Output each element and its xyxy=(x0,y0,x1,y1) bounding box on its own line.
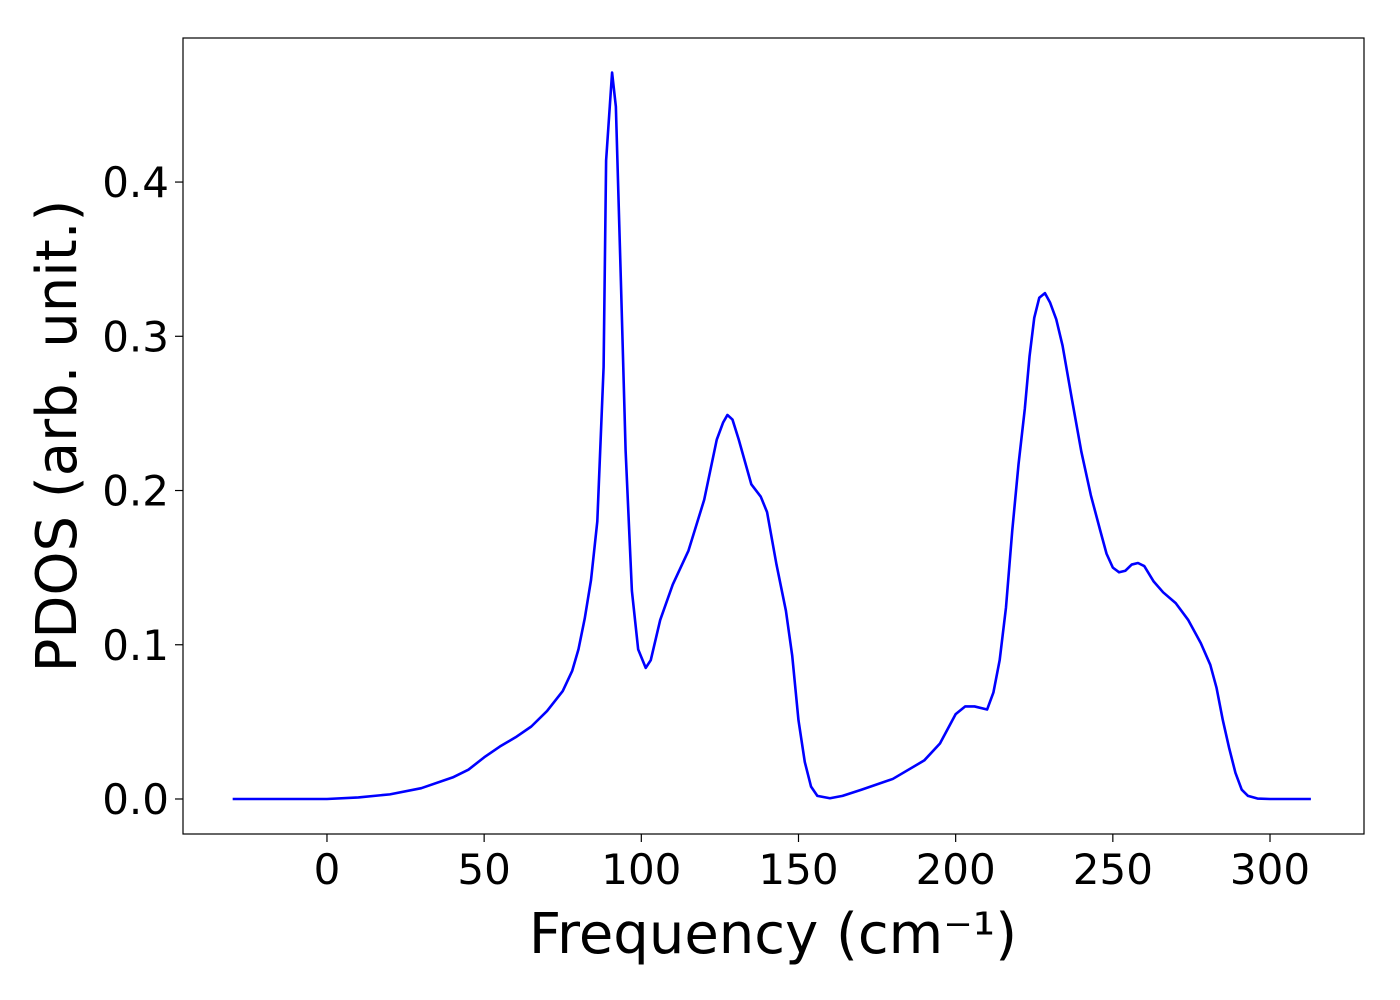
x-tick-label: 150 xyxy=(758,845,838,894)
x-tick-label: 0 xyxy=(314,845,341,894)
x-tick-label: 50 xyxy=(457,845,510,894)
y-tick-label: 0.2 xyxy=(102,467,169,516)
plot-frame xyxy=(182,37,1365,835)
data-line xyxy=(232,71,1311,801)
x-tick-label: 200 xyxy=(916,845,996,894)
y-tick-label: 0.0 xyxy=(102,775,169,824)
x-axis-label: Frequency (cm⁻¹) xyxy=(529,902,1017,967)
y-tick-label: 0.1 xyxy=(102,621,169,670)
x-tick-label: 100 xyxy=(601,845,681,894)
y-tick-label: 0.3 xyxy=(102,312,169,361)
y-tick-label: 0.4 xyxy=(102,158,169,207)
x-tick-label: 300 xyxy=(1230,845,1310,894)
y-axis-label: PDOS (arb. unit.) xyxy=(25,200,90,673)
x-tick-label: 250 xyxy=(1073,845,1153,894)
